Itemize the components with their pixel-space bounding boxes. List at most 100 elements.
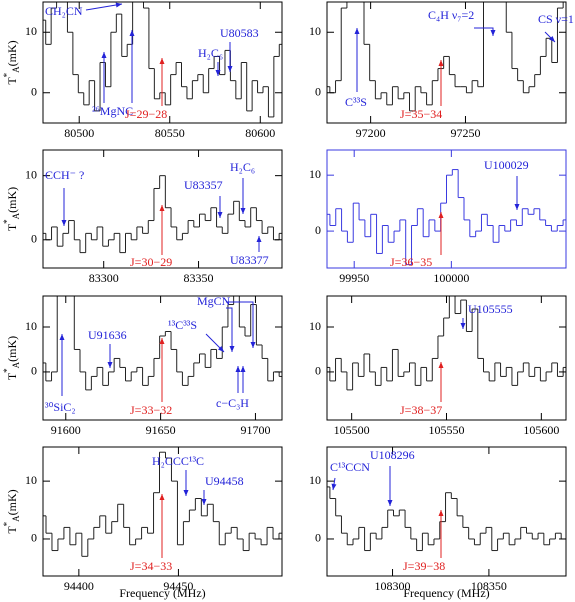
frame	[326, 295, 567, 421]
annotation-arrowhead	[217, 212, 223, 218]
x-tick-label: 100000	[433, 271, 469, 285]
annotation-arrowhead	[438, 212, 444, 218]
annotation: J=38−37	[400, 403, 442, 417]
frame	[326, 149, 567, 269]
spectrum	[327, 2, 564, 112]
annotation: J=33−32	[130, 403, 172, 417]
annotation-arrowhead	[201, 499, 207, 505]
y-axis-label-part: A	[11, 515, 21, 522]
annotation: CH₂CN	[45, 4, 83, 18]
x-tick-label: 83350	[184, 271, 214, 285]
annotation-arrow	[226, 301, 254, 348]
x-axis-label: Frequency (MHz)	[119, 586, 205, 600]
x-tick-label: 105500	[334, 423, 370, 437]
annotation: U83357	[184, 178, 223, 192]
y-tick-label: 10	[309, 24, 321, 38]
annotation: ³⁰SiC₂	[45, 400, 76, 414]
annotation-arrowhead	[235, 366, 241, 372]
annotation-arrowhead	[183, 490, 189, 496]
y-tick-label: 0	[31, 232, 37, 246]
y-tick-label: 10	[25, 473, 37, 487]
x-tick-label: 91700	[240, 423, 270, 437]
annotation-arrowhead	[59, 334, 65, 340]
annotation: MgCN	[197, 294, 231, 308]
y-axis-label-part: *	[2, 72, 12, 77]
annotation-arrowhead	[159, 494, 165, 500]
annotation-arrowhead	[229, 346, 235, 352]
y-axis-label-part: A	[11, 212, 21, 219]
annotation: J=39−38	[403, 559, 445, 573]
annotation-arrowhead	[227, 66, 233, 72]
annotation: J=29−28	[125, 107, 167, 121]
annotation-arrow	[226, 307, 233, 352]
x-tick-label: 108350	[471, 579, 507, 593]
x-tick-label: 91650	[146, 423, 176, 437]
annotation-arrowhead	[548, 35, 555, 42]
y-axis-label-part: *	[2, 368, 12, 373]
annotation: U100029	[484, 158, 529, 172]
annotation: U108296	[370, 448, 415, 462]
y-tick-label: 10	[25, 167, 37, 181]
annotation-arrowhead	[256, 236, 262, 242]
y-axis-label-part: A	[11, 361, 21, 368]
annotation: J=36−35	[390, 255, 432, 269]
x-tick-label: 105600	[523, 423, 559, 437]
spectrum	[327, 486, 566, 552]
y-tick-label: 10	[25, 319, 37, 333]
y-axis-label-part: (mK)	[5, 40, 19, 66]
frame	[42, 446, 283, 577]
y-tick-label: 0	[31, 364, 37, 378]
annotation: U94458	[205, 474, 244, 488]
y-tick-label: 0	[315, 531, 321, 545]
frame	[326, 446, 567, 577]
annotation-arrowhead	[159, 58, 165, 64]
x-axis-label: Frequency (MHz)	[403, 586, 489, 600]
y-tick-label: 0	[315, 223, 321, 237]
y-tick-label: 10	[309, 473, 321, 487]
y-tick-label: 0	[315, 85, 321, 99]
spectrum	[43, 296, 282, 391]
annotation-arrowhead	[159, 205, 165, 211]
annotation: C¹³CCN	[330, 460, 370, 474]
annotation: H₂CCC¹³C	[152, 454, 204, 468]
annotation: U80583	[220, 26, 259, 40]
y-axis-label-part: T	[5, 526, 19, 534]
y-axis-label: T*A(mK)	[2, 489, 21, 533]
x-tick-label: 91600	[51, 423, 81, 437]
annotation: CCH⁻ ?	[45, 168, 84, 182]
annotation: U91636	[88, 328, 127, 342]
y-axis-label: T*A(mK)	[2, 336, 21, 380]
y-axis-label: T*A(mK)	[2, 187, 21, 231]
y-tick-label: 10	[309, 167, 321, 181]
x-tick-label: 94450	[163, 579, 193, 593]
frame	[326, 1, 567, 124]
spectrum	[43, 451, 282, 557]
y-axis-label-part: (mK)	[5, 336, 19, 362]
y-axis-label-part: (mK)	[5, 187, 19, 213]
x-tick-label: 99950	[339, 271, 369, 285]
annotation-arrow	[85, 3, 123, 11]
y-axis-label-part: T	[5, 372, 19, 380]
annotation: H₂C₆	[230, 160, 255, 174]
x-tick-label: 80550	[155, 126, 185, 140]
spectrum	[327, 169, 566, 266]
y-axis-label-part: *	[2, 219, 12, 224]
y-axis-label-part: T	[5, 223, 19, 231]
annotation-arrowhead	[514, 204, 520, 210]
annotation-arrowhead	[101, 52, 107, 58]
annotation: J=34−33	[130, 559, 172, 573]
y-axis-label-part: *	[2, 521, 12, 526]
frame	[42, 149, 283, 269]
annotation: J=35−34	[400, 107, 442, 121]
annotation-arrowhead	[250, 342, 256, 348]
annotation-arrowhead	[438, 510, 444, 516]
y-tick-label: 10	[309, 319, 321, 333]
x-tick-label: 105550	[429, 423, 465, 437]
x-tick-label: 108300	[375, 579, 411, 593]
annotation: CS ν=1	[538, 12, 574, 26]
y-axis-label-part: A	[11, 66, 21, 73]
spectrum	[43, 175, 282, 254]
annotation: C₄H ν₇=2	[428, 8, 474, 22]
